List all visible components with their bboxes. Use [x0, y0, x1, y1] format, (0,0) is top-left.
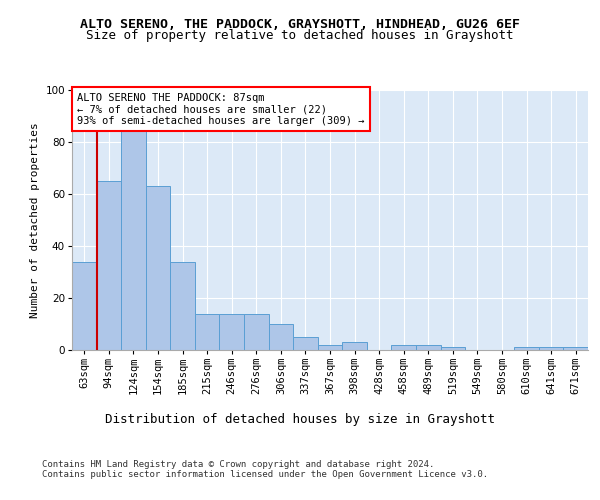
Bar	[342, 342, 367, 350]
Text: Contains HM Land Registry data © Crown copyright and database right 2024.
Contai: Contains HM Land Registry data © Crown c…	[42, 460, 488, 479]
Text: ALTO SERENO, THE PADDOCK, GRAYSHOTT, HINDHEAD, GU26 6EF: ALTO SERENO, THE PADDOCK, GRAYSHOTT, HIN…	[80, 18, 520, 30]
Bar	[318, 345, 342, 350]
Bar	[293, 337, 318, 350]
Bar	[97, 181, 121, 350]
Text: Size of property relative to detached houses in Grayshott: Size of property relative to detached ho…	[86, 29, 514, 42]
Bar	[440, 348, 465, 350]
Bar	[391, 345, 416, 350]
Bar	[514, 348, 539, 350]
Bar	[539, 348, 563, 350]
Bar	[220, 314, 244, 350]
Bar	[563, 348, 588, 350]
Bar	[244, 314, 269, 350]
Bar	[269, 324, 293, 350]
Bar	[121, 116, 146, 350]
Bar	[170, 262, 195, 350]
Bar	[72, 262, 97, 350]
Text: ALTO SERENO THE PADDOCK: 87sqm
← 7% of detached houses are smaller (22)
93% of s: ALTO SERENO THE PADDOCK: 87sqm ← 7% of d…	[77, 92, 365, 126]
Y-axis label: Number of detached properties: Number of detached properties	[30, 122, 40, 318]
Bar	[146, 186, 170, 350]
Text: Distribution of detached houses by size in Grayshott: Distribution of detached houses by size …	[105, 412, 495, 426]
Bar	[195, 314, 220, 350]
Bar	[416, 345, 440, 350]
